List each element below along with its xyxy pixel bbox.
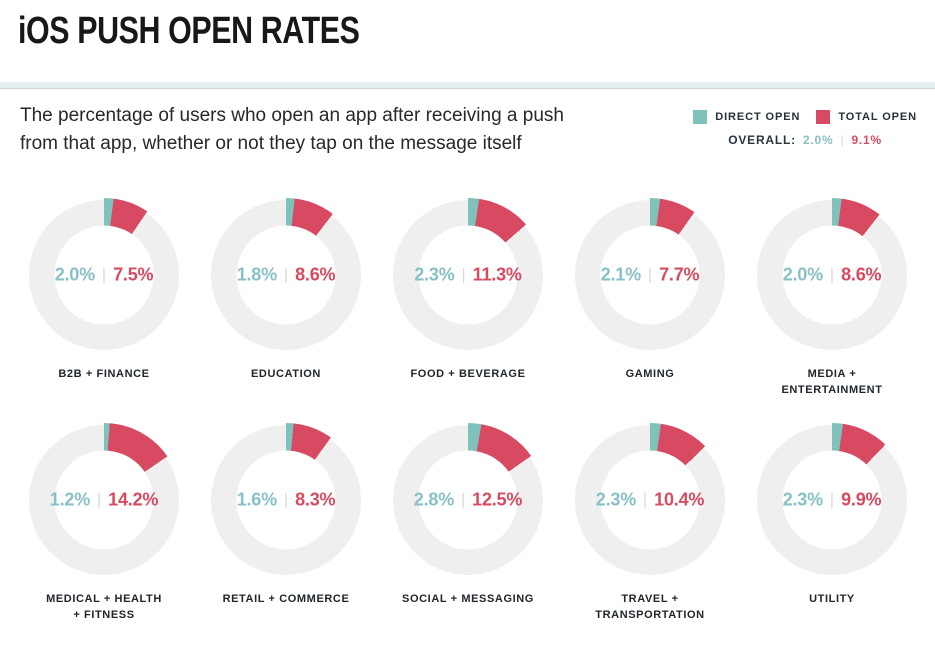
overall-stats: OVERALL: 2.0% | 9.1% <box>728 133 882 147</box>
value-separator: | <box>643 491 648 508</box>
category-label: TRAVEL + TRANSPORTATION <box>595 593 705 621</box>
donut-chart-cell: 1.2% | 14.2% MEDICAL + HEALTH + FITNESS <box>13 423 195 646</box>
donut-ring: 2.3% | 10.4% <box>573 423 727 577</box>
donut-center-values: 2.1% | 7.7% <box>600 225 700 325</box>
total-open-value: 8.3% <box>295 489 336 510</box>
total-open-value: 8.6% <box>295 264 336 285</box>
header-divider <box>0 82 935 89</box>
donut-ring: 1.8% | 8.6% <box>209 198 363 352</box>
total-open-value: 9.9% <box>841 489 882 510</box>
legend: DIRECT OPEN TOTAL OPEN <box>693 110 917 124</box>
donut-ring: 1.6% | 8.3% <box>209 423 363 577</box>
donut-ring: 1.2% | 14.2% <box>27 423 181 577</box>
donut-center-values: 2.3% | 10.4% <box>596 450 704 550</box>
category-label: MEDICAL + HEALTH + FITNESS <box>46 593 162 621</box>
total-open-value: 12.5% <box>472 489 523 510</box>
value-separator: | <box>283 491 289 508</box>
donut-center-values: 1.2% | 14.2% <box>50 450 158 550</box>
total-open-value: 8.6% <box>841 264 882 285</box>
overall-direct-value: 2.0% <box>802 133 834 147</box>
category-label: MEDIA + ENTERTAINMENT <box>781 368 883 396</box>
overall-total-value: 9.1% <box>851 133 882 147</box>
category-label: B2B + FINANCE <box>58 368 150 380</box>
donut-center-values: 2.3% | 9.9% <box>782 450 882 550</box>
direct-open-swatch <box>693 110 708 124</box>
value-separator: | <box>283 266 289 283</box>
overall-separator: | <box>840 133 845 147</box>
category-label: GAMING <box>625 368 675 380</box>
total-open-value: 7.5% <box>113 264 154 285</box>
direct-open-value: 1.8% <box>236 264 277 285</box>
donut-chart-cell: 1.8% | 8.6% EDUCATION <box>195 198 377 425</box>
donut-ring: 2.3% | 9.9% <box>755 423 909 577</box>
donut-chart-cell: 2.0% | 7.5% B2B + FINANCE <box>13 198 195 425</box>
category-label: RETAIL + COMMERCE <box>222 593 350 605</box>
direct-open-value: 2.0% <box>782 264 823 285</box>
direct-open-value: 2.3% <box>414 264 455 285</box>
donut-grid: 2.0% | 7.5% B2B + FINANCE 1.8% | 8.6% EDUCATION… <box>13 198 923 646</box>
category-label: SOCIAL + MESSAGING <box>402 593 534 605</box>
total-open-value: 10.4% <box>654 489 705 510</box>
value-separator: | <box>829 491 835 508</box>
total-open-swatch <box>816 110 831 124</box>
donut-center-values: 2.3% | 11.3% <box>414 225 522 325</box>
value-separator: | <box>829 266 835 283</box>
direct-open-value: 2.3% <box>782 489 823 510</box>
total-open-value: 7.7% <box>659 264 700 285</box>
donut-chart-cell: 2.3% | 9.9% UTILITY <box>741 423 923 646</box>
donut-chart-cell: 2.8% | 12.5% SOCIAL + MESSAGING <box>377 423 559 646</box>
direct-open-value: 1.6% <box>236 489 277 510</box>
donut-ring: 2.0% | 7.5% <box>27 198 181 352</box>
direct-open-value: 2.0% <box>54 264 95 285</box>
page-title: iOS PUSH OPEN RATES <box>18 10 360 52</box>
donut-ring: 2.8% | 12.5% <box>391 423 545 577</box>
direct-open-value: 2.3% <box>595 489 637 510</box>
chart-description: The percentage of users who open an app … <box>20 105 564 154</box>
donut-center-values: 2.0% | 8.6% <box>782 225 882 325</box>
value-separator: | <box>461 491 466 508</box>
direct-open-value: 1.2% <box>49 489 91 510</box>
category-label: FOOD + BEVERAGE <box>410 368 526 380</box>
legend-label-direct: DIRECT OPEN <box>715 111 801 123</box>
intro-section: The percentage of users who open an app … <box>20 102 917 157</box>
value-separator: | <box>647 266 653 283</box>
donut-chart-cell: 2.3% | 11.3% FOOD + BEVERAGE <box>377 198 559 425</box>
donut-ring: 2.0% | 8.6% <box>755 198 909 352</box>
donut-chart-cell: 2.1% | 7.7% GAMING <box>559 198 741 425</box>
donut-center-values: 2.8% | 12.5% <box>414 450 522 550</box>
category-label: EDUCATION <box>251 368 321 380</box>
total-open-value: 11.3% <box>472 264 522 285</box>
value-separator: | <box>97 491 102 508</box>
legend-label-total: TOTAL OPEN <box>838 111 917 123</box>
donut-center-values: 1.8% | 8.6% <box>236 225 336 325</box>
direct-open-value: 2.1% <box>600 264 641 285</box>
donut-ring: 2.1% | 7.7% <box>573 198 727 352</box>
value-separator: | <box>101 266 107 283</box>
overall-label: OVERALL: <box>728 133 796 147</box>
donut-center-values: 2.0% | 7.5% <box>54 225 154 325</box>
legend-block: DIRECT OPEN TOTAL OPEN OVERALL: 2.0% | 9… <box>693 110 917 147</box>
donut-chart-cell: 2.0% | 8.6% MEDIA + ENTERTAINMENT <box>741 198 923 425</box>
donut-center-values: 1.6% | 8.3% <box>236 450 336 550</box>
donut-ring: 2.3% | 11.3% <box>391 198 545 352</box>
direct-open-value: 2.8% <box>413 489 455 510</box>
value-separator: | <box>461 266 466 283</box>
donut-chart-cell: 2.3% | 10.4% TRAVEL + TRANSPORTATION <box>559 423 741 646</box>
total-open-value: 14.2% <box>108 489 159 510</box>
category-label: UTILITY <box>809 593 855 605</box>
donut-chart-cell: 1.6% | 8.3% RETAIL + COMMERCE <box>195 423 377 646</box>
